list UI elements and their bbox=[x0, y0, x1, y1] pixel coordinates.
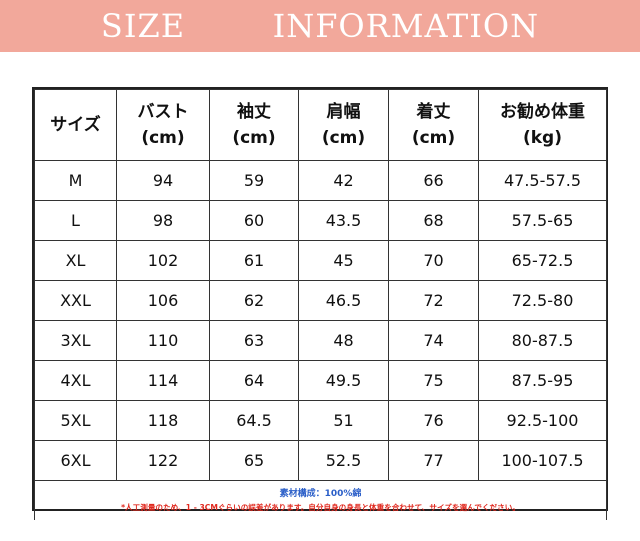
table-cell: 80-87.5 bbox=[478, 320, 607, 361]
table-cell: XL bbox=[34, 240, 117, 281]
table-cell: 68 bbox=[388, 200, 479, 241]
header-shoulder-label: 肩幅 bbox=[326, 102, 361, 122]
table-row: 5XL 118 64.5 51 76 92.5-100 bbox=[34, 400, 607, 441]
table-cell: 45 bbox=[298, 240, 389, 281]
table-cell: 43.5 bbox=[298, 200, 389, 241]
header-row: サイズ バスト (cm) 袖丈 (cm) 肩幅 (cm) 着丈 (cm) bbox=[34, 89, 607, 161]
banner-title: SIZE INFORMATION bbox=[100, 7, 540, 45]
table-cell: 46.5 bbox=[298, 280, 389, 321]
table-cell: 114 bbox=[116, 360, 210, 401]
table-cell: 57.5-65 bbox=[478, 200, 607, 241]
table-cell: 64 bbox=[209, 360, 299, 401]
header-sleeve-unit: (cm) bbox=[232, 128, 276, 148]
table-cell: 4XL bbox=[34, 360, 117, 401]
note-row: 素材構成：100%綿 *人工測量のため、1 - 3CMぐらいの誤差があります。自… bbox=[34, 480, 607, 520]
table-cell: 59 bbox=[209, 160, 299, 201]
table-cell: M bbox=[34, 160, 117, 201]
table-cell: L bbox=[34, 200, 117, 241]
header-sleeve: 袖丈 (cm) bbox=[209, 89, 299, 161]
table-cell: 42 bbox=[298, 160, 389, 201]
table-cell: 48 bbox=[298, 320, 389, 361]
header-length-unit: (cm) bbox=[411, 128, 456, 148]
table-cell: 47.5-57.5 bbox=[478, 160, 607, 201]
header-length: 着丈 (cm) bbox=[388, 89, 479, 161]
header-size: サイズ bbox=[34, 89, 117, 161]
table-cell: 64.5 bbox=[209, 400, 299, 441]
table-cell: 65-72.5 bbox=[478, 240, 607, 281]
table-row: 3XL 110 63 48 74 80-87.5 bbox=[34, 320, 607, 361]
table-cell: 3XL bbox=[34, 320, 117, 361]
table-cell: 65 bbox=[209, 440, 299, 481]
size-table: サイズ バスト (cm) 袖丈 (cm) 肩幅 (cm) 着丈 (cm) bbox=[34, 89, 607, 520]
table-cell: 72.5-80 bbox=[478, 280, 607, 321]
table-row: M 94 59 42 66 47.5-57.5 bbox=[34, 160, 607, 201]
table-row: L 98 60 43.5 68 57.5-65 bbox=[34, 200, 607, 241]
title-banner: SIZE INFORMATION bbox=[0, 0, 640, 52]
table-cell: 63 bbox=[209, 320, 299, 361]
table-cell: 62 bbox=[209, 280, 299, 321]
header-bust: バスト (cm) bbox=[116, 89, 210, 161]
table-row: 6XL 122 65 52.5 77 100-107.5 bbox=[34, 440, 607, 481]
table-cell: 122 bbox=[116, 440, 210, 481]
table-cell: 52.5 bbox=[298, 440, 389, 481]
table-cell: 106 bbox=[116, 280, 210, 321]
table-cell: 60 bbox=[209, 200, 299, 241]
table-cell: 72 bbox=[388, 280, 479, 321]
header-size-label: サイズ bbox=[50, 115, 101, 135]
table-cell: 6XL bbox=[34, 440, 117, 481]
table-cell: 92.5-100 bbox=[478, 400, 607, 441]
table-body: M 94 59 42 66 47.5-57.5 L 98 60 43.5 68 57.5-65 XL 10… bbox=[34, 160, 607, 481]
table-row: XXL 106 62 46.5 72 72.5-80 bbox=[34, 280, 607, 321]
header-weight-label: お勧め体重 bbox=[500, 102, 585, 122]
table-cell: 61 bbox=[209, 240, 299, 281]
header-weight-unit: (kg) bbox=[522, 128, 562, 148]
header-weight: お勧め体重 (kg) bbox=[478, 89, 607, 161]
table-cell: 100-107.5 bbox=[478, 440, 607, 481]
note-cell: 素材構成：100%綿 *人工測量のため、1 - 3CMぐらいの誤差があります。自… bbox=[34, 480, 607, 520]
size-table-container: サイズ バスト (cm) 袖丈 (cm) 肩幅 (cm) 着丈 (cm) bbox=[32, 87, 608, 520]
table-cell: 51 bbox=[298, 400, 389, 441]
table-cell: 102 bbox=[116, 240, 210, 281]
table-cell: 98 bbox=[116, 200, 210, 241]
table-cell: 49.5 bbox=[298, 360, 389, 401]
table-cell: XXL bbox=[34, 280, 117, 321]
table-cell: 70 bbox=[388, 240, 479, 281]
table-cell: 76 bbox=[388, 400, 479, 441]
table-cell: 5XL bbox=[34, 400, 117, 441]
table-cell: 74 bbox=[388, 320, 479, 361]
table-cell: 77 bbox=[388, 440, 479, 481]
table-row: XL 102 61 45 70 65-72.5 bbox=[34, 240, 607, 281]
header-sleeve-label: 袖丈 bbox=[237, 102, 271, 122]
header-bust-label: バスト bbox=[137, 102, 189, 122]
table-cell: 94 bbox=[116, 160, 210, 201]
header-shoulder: 肩幅 (cm) bbox=[298, 89, 389, 161]
header-shoulder-unit: (cm) bbox=[321, 128, 366, 148]
header-length-label: 着丈 bbox=[416, 102, 451, 122]
table-cell: 118 bbox=[116, 400, 210, 441]
table-cell: 87.5-95 bbox=[478, 360, 607, 401]
measurement-warning: *人工測量のため、1 - 3CMぐらいの誤差があります。自分自身の身長と体重を合… bbox=[121, 502, 520, 512]
table-cell: 75 bbox=[388, 360, 479, 401]
header-bust-unit: (cm) bbox=[141, 128, 185, 148]
table-cell: 110 bbox=[116, 320, 210, 361]
material-note: 素材構成：100%綿 bbox=[279, 488, 362, 499]
table-row: 4XL 114 64 49.5 75 87.5-95 bbox=[34, 360, 607, 401]
table-cell: 66 bbox=[388, 160, 479, 201]
